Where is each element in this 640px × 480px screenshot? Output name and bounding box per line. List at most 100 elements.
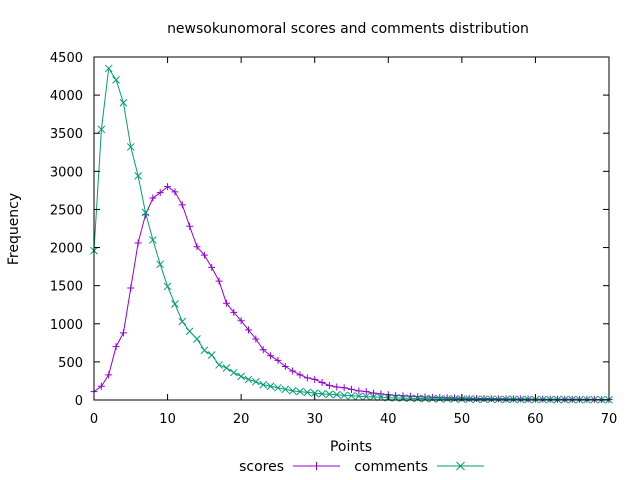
data-point-scores-22 [252, 335, 260, 343]
data-point-scores-16 [208, 263, 216, 271]
x-tick-label-1: 10 [159, 412, 176, 427]
data-point-scores-23 [259, 346, 267, 354]
data-point-comments-55 [494, 395, 503, 404]
data-point-scores-38 [370, 389, 378, 397]
data-point-comments-48 [443, 395, 451, 403]
data-point-comments-19 [229, 368, 238, 377]
data-point-scores-8 [149, 194, 157, 202]
data-point-comments-33 [332, 390, 341, 399]
data-point-comments-56 [502, 395, 510, 404]
x-tick-label-6: 60 [527, 412, 544, 427]
data-point-comments-18 [222, 364, 231, 372]
data-point-comments-6 [134, 172, 142, 180]
data-point-comments-4 [119, 98, 128, 107]
data-point-comments-35 [347, 391, 356, 400]
y-tick-label-2: 1000 [50, 318, 83, 333]
legend-label-comments: comments [354, 459, 428, 475]
data-point-comments-59 [524, 395, 532, 404]
data-point-comments-47 [435, 395, 444, 403]
data-point-scores-13 [186, 222, 194, 230]
data-point-scores-15 [200, 251, 208, 259]
y-tick-label-7: 3500 [50, 127, 83, 142]
plot-frame [93, 56, 610, 401]
y-tick-label-8: 4000 [50, 89, 83, 104]
data-point-comments-37 [362, 392, 371, 401]
data-point-scores-17 [215, 277, 223, 285]
data-point-comments-52 [472, 395, 481, 404]
data-point-scores-53 [480, 394, 488, 402]
series-line-comments [93, 66, 610, 401]
data-point-comments-27 [288, 386, 297, 395]
data-point-scores-26 [281, 362, 289, 370]
data-point-comments-9 [156, 260, 165, 269]
data-point-comments-31 [318, 390, 326, 398]
data-point-comments-43 [406, 394, 415, 403]
data-point-scores-6 [134, 239, 142, 247]
data-point-comments-57 [509, 395, 518, 404]
data-point-comments-12 [178, 317, 187, 326]
data-point-comments-20 [237, 372, 245, 381]
data-point-comments-3 [112, 76, 120, 84]
y-tick-label-1: 500 [58, 356, 83, 371]
series-line-scores [93, 185, 609, 400]
data-point-scores-36 [355, 387, 363, 395]
data-point-scores-32 [325, 382, 333, 390]
data-point-comments-38 [369, 393, 378, 401]
x-tick-label-4: 40 [380, 412, 397, 427]
data-point-scores-11 [171, 188, 179, 196]
data-point-comments-1 [97, 125, 106, 134]
x-tick-label-0: 0 [90, 412, 98, 427]
data-point-scores-34 [340, 384, 348, 392]
data-point-scores-25 [274, 356, 282, 364]
data-point-scores-19 [230, 308, 238, 316]
data-point-comments-46 [428, 394, 437, 403]
data-point-comments-44 [413, 394, 422, 403]
x-tick-label-7: 70 [601, 412, 618, 427]
data-point-scores-35 [348, 385, 355, 393]
data-point-scores-2 [105, 371, 113, 379]
data-point-comments-24 [266, 382, 275, 391]
data-point-scores-29 [303, 374, 311, 382]
data-point-comments-28 [296, 387, 304, 396]
y-tick-label-4: 2000 [50, 242, 83, 257]
ticks-layer: 0 10 20 30 40 50 60 70 0 500 1000 1500 2000 2500 3000 3… [50, 51, 617, 427]
x-tick-label-3: 30 [306, 412, 323, 427]
data-point-comments-53 [480, 395, 488, 404]
data-point-scores-31 [318, 378, 326, 386]
y-axis-label: Frequency [6, 193, 22, 265]
data-point-comments-13 [185, 327, 194, 336]
data-point-comments-36 [355, 392, 363, 401]
y-tick-label-5: 2500 [50, 203, 83, 218]
data-point-scores-21 [245, 326, 252, 334]
x-tick-label-2: 20 [233, 412, 250, 427]
data-point-scores-37 [362, 388, 370, 396]
data-point-scores-39 [377, 390, 385, 398]
data-point-scores-52 [473, 394, 481, 402]
data-point-comments-32 [325, 390, 334, 399]
data-point-comments-21 [244, 375, 253, 384]
data-point-comments-49 [450, 395, 459, 403]
data-point-scores-1 [97, 382, 105, 390]
data-point-scores-18 [222, 299, 230, 307]
y-tick-label-3: 1500 [50, 280, 83, 295]
data-point-scores-12 [178, 201, 186, 209]
data-point-comments-45 [421, 394, 429, 403]
legend-marker-comments [456, 461, 465, 471]
x-axis-label: Points [330, 439, 372, 455]
data-point-scores-4 [119, 329, 127, 337]
data-point-comments-16 [207, 351, 216, 359]
data-point-comments-34 [340, 391, 348, 400]
data-point-comments-58 [516, 395, 525, 404]
legend-label-scores: scores [239, 459, 284, 475]
data-point-scores-51 [465, 394, 473, 402]
data-point-comments-22 [252, 377, 260, 386]
legend: scores comments [239, 459, 484, 475]
data-point-comments-10 [163, 282, 172, 291]
data-point-comments-26 [281, 385, 290, 394]
data-point-scores-30 [311, 375, 319, 383]
data-point-comments-8 [149, 236, 157, 244]
y-tick-label-6: 3000 [50, 165, 83, 180]
data-point-scores-20 [237, 317, 245, 325]
data-point-comments-30 [310, 389, 319, 397]
